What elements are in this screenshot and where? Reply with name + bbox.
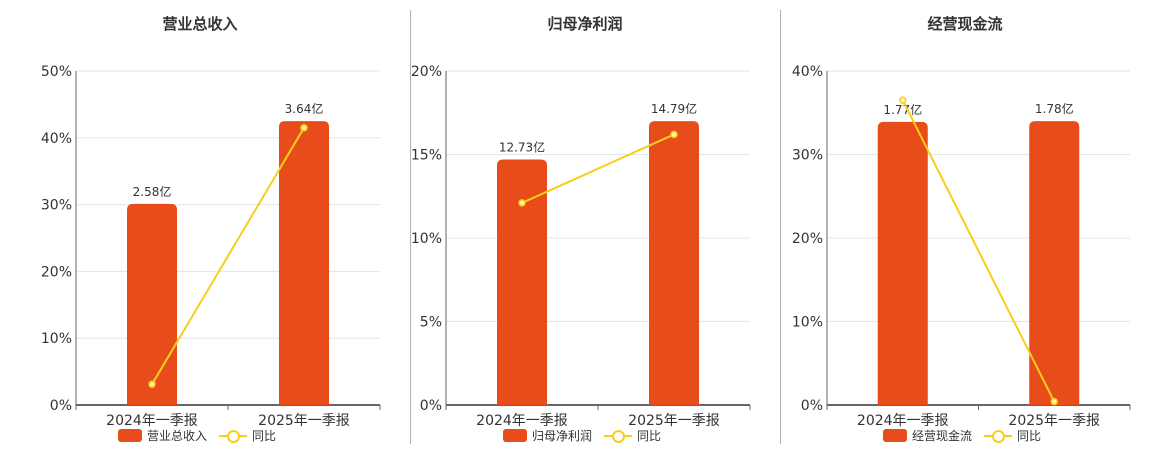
legend-item-bar[interactable]: 营业总收入 bbox=[117, 427, 207, 444]
chart-plot: 0% 10% 20% 30% 40% 50% 2.58亿 2024年一季报 3.64亿 2025年… bbox=[41, 64, 381, 429]
y-tick-label: 40% bbox=[41, 131, 72, 147]
bar-value-label: 12.73亿 bbox=[499, 140, 545, 155]
bar[interactable] bbox=[877, 121, 928, 405]
x-tick-label: 2024年一季报 bbox=[476, 413, 568, 429]
y-tick-label: 5% bbox=[420, 315, 442, 331]
bar-value-label: 2.58亿 bbox=[133, 184, 172, 199]
y-tick-label: 10% bbox=[411, 231, 442, 247]
y-tick-label: 0% bbox=[801, 398, 823, 414]
legend-item-line[interactable]: 同比 bbox=[604, 427, 661, 444]
yoy-line bbox=[901, 99, 1056, 403]
y-tick-label: 20% bbox=[41, 264, 72, 280]
chart-panel-cash-flow: 经营现金流 0% 10% 20% 30% 40% 1.77亿 2024年一季报 1.78亿 20… bbox=[770, 0, 1160, 450]
bar-value-label: 1.78亿 bbox=[1035, 101, 1074, 116]
y-tick-label: 10% bbox=[792, 315, 823, 331]
chart-plot: 0% 5% 10% 15% 20% 12.73亿 2024年一季报 14.79亿 2025年一季… bbox=[411, 64, 751, 429]
panel-divider bbox=[780, 10, 781, 444]
x-tick-label: 2024年一季报 bbox=[106, 413, 198, 429]
bar[interactable] bbox=[649, 121, 699, 405]
line-swatch-icon bbox=[219, 429, 247, 443]
x-tick-label: 2024年一季报 bbox=[857, 413, 949, 429]
yoy-point[interactable] bbox=[670, 130, 678, 139]
chart-panel-revenue: 营业总收入 0% 10% 20% 30% 40% 50% 2.58亿 2024年一季报 3.64… bbox=[0, 0, 400, 450]
legend-item-line[interactable]: 同比 bbox=[219, 427, 276, 444]
x-tick-label: 2025年一季报 bbox=[258, 413, 350, 429]
chart-legend: 经营现金流 同比 bbox=[770, 427, 1160, 444]
yoy-point[interactable] bbox=[148, 380, 156, 389]
yoy-line bbox=[521, 133, 675, 204]
bar-value-label: 3.64亿 bbox=[285, 101, 324, 116]
chart-panel-net-profit: 归母净利润 0% 5% 10% 15% 20% 12.73亿 2024年一季报 14.79亿 2… bbox=[390, 0, 780, 450]
y-tick-label: 15% bbox=[411, 148, 442, 164]
y-tick-label: 30% bbox=[792, 148, 823, 164]
bar[interactable] bbox=[497, 159, 547, 405]
y-tick-label: 50% bbox=[41, 64, 72, 80]
bar-value-label: 14.79亿 bbox=[651, 101, 697, 116]
x-tick-label: 2025年一季报 bbox=[628, 413, 720, 429]
y-tick-label: 40% bbox=[792, 64, 823, 80]
y-tick-label: 0% bbox=[50, 398, 72, 414]
chart-legend: 营业总收入 同比 bbox=[0, 427, 400, 444]
bar-swatch-icon bbox=[502, 429, 527, 442]
line-swatch-icon bbox=[984, 429, 1012, 443]
bar[interactable] bbox=[1029, 121, 1080, 405]
bar[interactable] bbox=[127, 203, 177, 405]
legend-item-bar[interactable]: 归母净利润 bbox=[502, 427, 592, 444]
x-tick-label: 2025年一季报 bbox=[1008, 413, 1100, 429]
y-tick-label: 10% bbox=[41, 331, 72, 347]
yoy-point[interactable] bbox=[300, 124, 308, 132]
bar-swatch-icon bbox=[117, 429, 142, 442]
y-tick-label: 20% bbox=[792, 231, 823, 247]
bar-swatch-icon bbox=[882, 429, 907, 442]
chart-plot: 0% 10% 20% 30% 40% 1.77亿 2024年一季报 1.78亿 2025年一季报 bbox=[792, 64, 1131, 429]
bar[interactable] bbox=[279, 121, 329, 405]
chart-title: 营业总收入 bbox=[162, 15, 238, 33]
chart-title: 归母净利润 bbox=[547, 15, 623, 33]
y-tick-label: 20% bbox=[411, 64, 442, 80]
chart-legend: 归母净利润 同比 bbox=[390, 427, 780, 444]
legend-item-bar[interactable]: 经营现金流 bbox=[882, 427, 972, 444]
chart-title: 经营现金流 bbox=[927, 15, 1003, 33]
legend-item-line[interactable]: 同比 bbox=[984, 427, 1041, 444]
yoy-point[interactable] bbox=[1050, 397, 1058, 406]
yoy-point[interactable] bbox=[518, 199, 526, 207]
yoy-line bbox=[151, 127, 305, 385]
line-swatch-icon bbox=[604, 429, 632, 443]
panel-divider bbox=[410, 10, 411, 444]
yoy-point[interactable] bbox=[899, 96, 907, 104]
bar-value-label: 1.77亿 bbox=[883, 102, 922, 117]
y-tick-label: 30% bbox=[41, 198, 72, 214]
y-tick-label: 0% bbox=[420, 398, 442, 414]
